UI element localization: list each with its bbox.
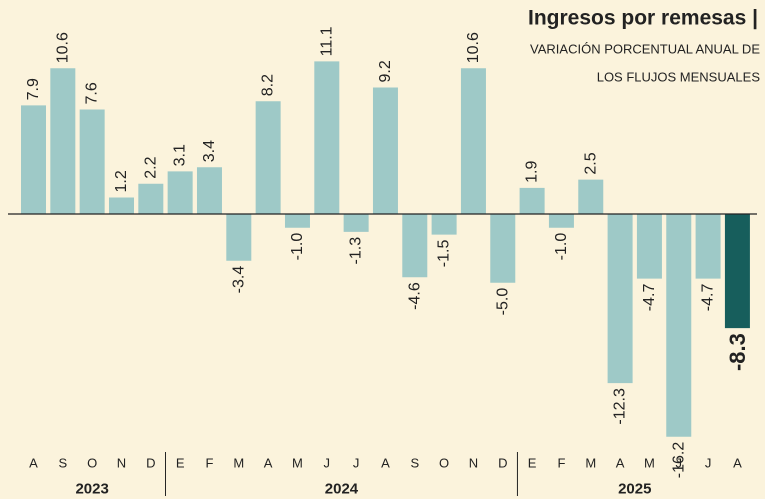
data-label: -3.4 bbox=[230, 266, 247, 294]
data-label: -4.7 bbox=[700, 284, 717, 312]
bar bbox=[167, 171, 193, 214]
bar bbox=[138, 183, 164, 214]
x-tick-label: M bbox=[585, 456, 596, 471]
data-label: -1.5 bbox=[436, 240, 453, 268]
data-label: 3.4 bbox=[201, 140, 218, 162]
bar bbox=[343, 214, 369, 232]
data-label: 10.6 bbox=[465, 32, 482, 63]
x-tick-label: F bbox=[206, 456, 214, 471]
bar bbox=[666, 214, 692, 437]
data-label: -5.0 bbox=[494, 288, 511, 316]
x-tick-label: M bbox=[644, 456, 655, 471]
year-label: 2025 bbox=[618, 481, 651, 498]
bar bbox=[460, 68, 486, 214]
data-label: -1.0 bbox=[289, 233, 306, 261]
data-label: 1.2 bbox=[113, 170, 130, 192]
year-label: 2024 bbox=[325, 481, 359, 498]
bar bbox=[695, 214, 721, 279]
data-label: -1.3 bbox=[348, 237, 365, 265]
bar bbox=[402, 214, 428, 278]
subtitle: VARIACIÓN PORCENTUAL ANUAL DE bbox=[530, 42, 760, 57]
x-tick-label: J bbox=[353, 456, 360, 471]
x-tick-label: E bbox=[176, 456, 185, 471]
x-tick-label: S bbox=[410, 456, 419, 471]
data-label: 3.1 bbox=[172, 144, 189, 166]
x-tick-label: O bbox=[439, 456, 449, 471]
bar bbox=[372, 87, 398, 214]
data-label: 11.1 bbox=[318, 26, 335, 56]
bar bbox=[196, 167, 222, 214]
x-tick-label: A bbox=[29, 456, 38, 471]
bar bbox=[431, 214, 457, 235]
bar bbox=[724, 214, 750, 329]
bar bbox=[607, 214, 633, 384]
x-tick-label: N bbox=[469, 456, 478, 471]
x-tick-label: J bbox=[324, 456, 331, 471]
x-tick-label: E bbox=[528, 456, 537, 471]
bar bbox=[108, 197, 134, 214]
bar bbox=[226, 214, 252, 261]
x-tick-label: S bbox=[58, 456, 67, 471]
x-tick-label: A bbox=[616, 456, 625, 471]
data-label: -4.6 bbox=[406, 282, 423, 310]
subtitle: LOS FLUJOS MENSUALES bbox=[597, 70, 761, 85]
year-label: 2023 bbox=[75, 481, 108, 498]
bar bbox=[636, 214, 662, 279]
x-tick-label: N bbox=[117, 456, 126, 471]
x-tick-label: A bbox=[733, 456, 742, 471]
data-label: 8.2 bbox=[260, 74, 277, 96]
x-tick-label: D bbox=[146, 456, 155, 471]
x-tick-label: D bbox=[498, 456, 507, 471]
x-tick-label: A bbox=[264, 456, 273, 471]
x-tick-label: A bbox=[381, 456, 390, 471]
data-label: 9.2 bbox=[377, 60, 394, 82]
bar bbox=[50, 68, 76, 214]
data-label: 2.2 bbox=[142, 156, 159, 178]
bar bbox=[519, 187, 545, 214]
bar bbox=[284, 214, 310, 228]
bar bbox=[79, 109, 105, 214]
x-tick-label: M bbox=[292, 456, 303, 471]
data-label: -16.2 bbox=[670, 442, 687, 479]
data-label: 7.9 bbox=[25, 78, 42, 100]
x-tick-label: O bbox=[87, 456, 97, 471]
data-label: -12.3 bbox=[612, 388, 629, 425]
data-label: 10.6 bbox=[54, 32, 71, 63]
bar bbox=[21, 105, 46, 214]
data-label: 7.6 bbox=[84, 82, 101, 104]
bar bbox=[578, 179, 604, 214]
bar bbox=[255, 101, 281, 214]
x-tick-label: J bbox=[705, 456, 712, 471]
x-tick-label: F bbox=[557, 456, 565, 471]
data-label: 1.9 bbox=[524, 161, 541, 183]
x-tick-label: J bbox=[676, 456, 683, 471]
x-tick-label: M bbox=[233, 456, 244, 471]
chart-title: Ingresos por remesas | bbox=[528, 7, 758, 30]
data-label: -8.3 bbox=[725, 333, 750, 371]
data-label: 2.5 bbox=[582, 152, 599, 174]
data-label: -1.0 bbox=[553, 233, 570, 261]
bar bbox=[548, 214, 574, 228]
bar bbox=[490, 214, 516, 283]
data-label: -4.7 bbox=[641, 284, 658, 312]
bar bbox=[314, 61, 340, 214]
